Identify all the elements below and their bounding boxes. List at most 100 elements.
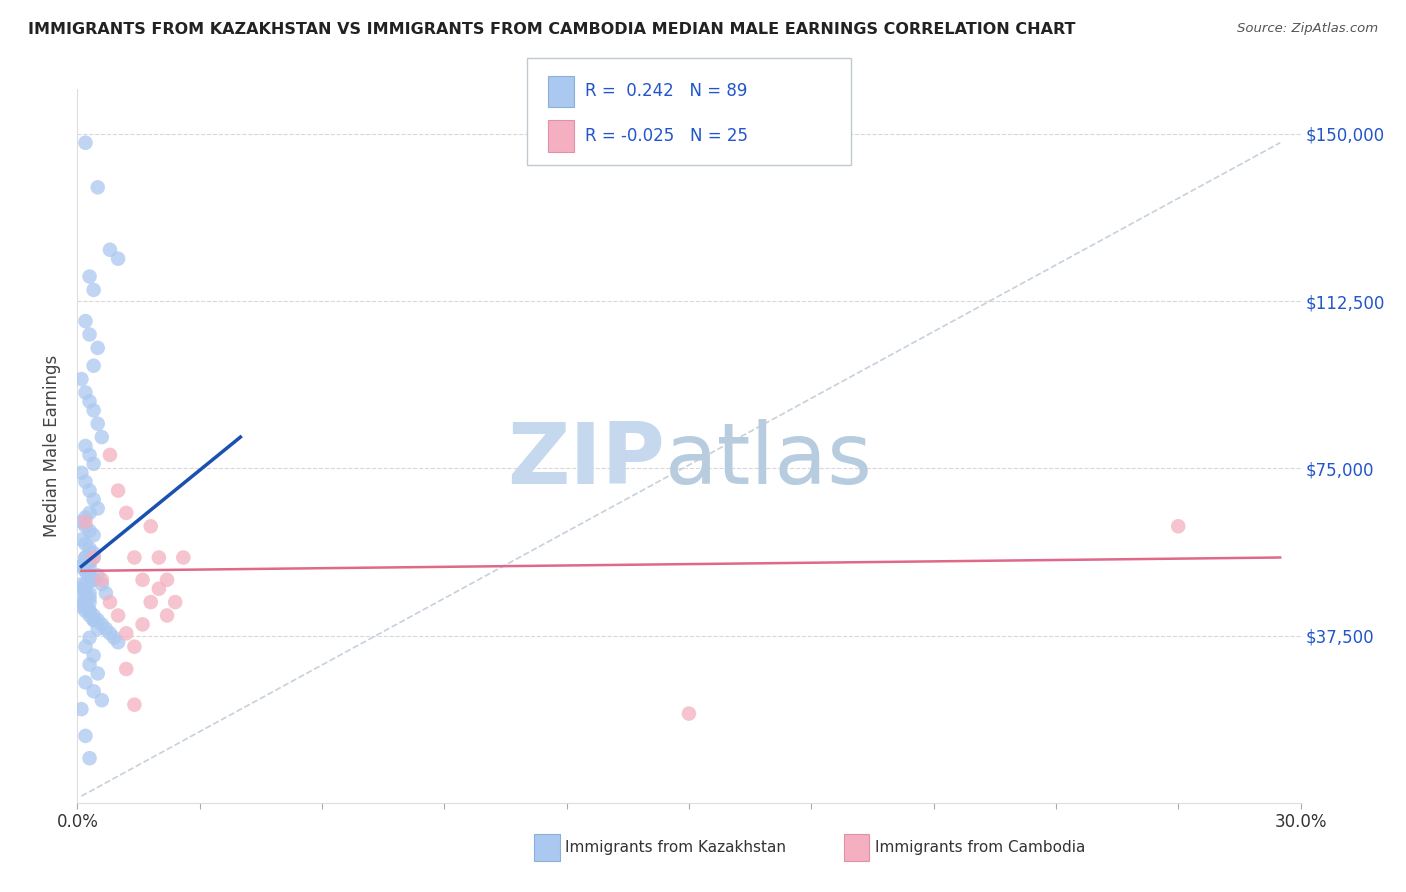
Point xyxy=(90,430,112,444)
Point xyxy=(75,439,97,453)
Point xyxy=(79,555,101,569)
Point xyxy=(70,577,93,591)
Point xyxy=(172,550,194,565)
Point xyxy=(70,533,93,547)
Point xyxy=(87,417,110,431)
Point xyxy=(79,568,101,582)
Point xyxy=(83,613,105,627)
Point xyxy=(70,466,93,480)
Point xyxy=(79,604,101,618)
Point xyxy=(79,586,101,600)
Point xyxy=(75,586,97,600)
Point xyxy=(70,515,93,529)
Y-axis label: Median Male Earnings: Median Male Earnings xyxy=(44,355,62,537)
Point xyxy=(87,341,110,355)
Point xyxy=(79,555,101,569)
Point xyxy=(75,577,97,591)
Point xyxy=(75,515,97,529)
Point xyxy=(94,622,117,636)
Point xyxy=(124,698,146,712)
Point xyxy=(75,599,97,614)
Point xyxy=(79,483,101,498)
Point xyxy=(107,635,129,649)
Point xyxy=(75,136,97,150)
Point xyxy=(107,608,129,623)
Point xyxy=(79,541,101,556)
Point xyxy=(156,608,179,623)
Point xyxy=(75,519,97,533)
Point xyxy=(83,608,105,623)
Point xyxy=(148,550,170,565)
Point xyxy=(87,501,110,516)
Point xyxy=(75,564,97,578)
Point xyxy=(115,662,138,676)
Point xyxy=(75,564,97,578)
Point xyxy=(165,595,187,609)
Point xyxy=(79,559,101,574)
Point xyxy=(87,568,110,582)
Point xyxy=(83,613,105,627)
Point xyxy=(79,506,101,520)
Point xyxy=(79,595,101,609)
Point xyxy=(90,617,112,632)
Point xyxy=(83,546,105,560)
Point xyxy=(75,550,97,565)
Point xyxy=(75,582,97,596)
Point xyxy=(124,640,146,654)
Text: Immigrants from Cambodia: Immigrants from Cambodia xyxy=(875,840,1085,855)
Point xyxy=(75,550,97,565)
Point xyxy=(678,706,700,721)
Point xyxy=(75,510,97,524)
Point xyxy=(83,283,105,297)
Point xyxy=(75,537,97,551)
Point xyxy=(148,582,170,596)
Point xyxy=(107,483,129,498)
Point xyxy=(75,729,97,743)
Point xyxy=(1167,519,1189,533)
Point xyxy=(103,631,125,645)
Point xyxy=(83,403,105,417)
Point xyxy=(94,586,117,600)
Point xyxy=(75,591,97,605)
Text: Source: ZipAtlas.com: Source: ZipAtlas.com xyxy=(1237,22,1378,36)
Point xyxy=(70,595,93,609)
Point xyxy=(98,595,121,609)
Point xyxy=(131,573,153,587)
Point xyxy=(79,269,101,284)
Point xyxy=(90,693,112,707)
Point xyxy=(79,327,101,342)
Point xyxy=(79,524,101,538)
Point xyxy=(83,573,105,587)
Point xyxy=(83,359,105,373)
Text: IMMIGRANTS FROM KAZAKHSTAN VS IMMIGRANTS FROM CAMBODIA MEDIAN MALE EARNINGS CORR: IMMIGRANTS FROM KAZAKHSTAN VS IMMIGRANTS… xyxy=(28,22,1076,37)
Point xyxy=(70,582,93,596)
Point xyxy=(83,550,105,565)
Text: R = -0.025   N = 25: R = -0.025 N = 25 xyxy=(585,127,748,145)
Point xyxy=(87,666,110,681)
Point xyxy=(70,559,93,574)
Point xyxy=(90,577,112,591)
Point xyxy=(131,617,153,632)
Point xyxy=(75,640,97,654)
Point xyxy=(70,599,93,614)
Point xyxy=(79,631,101,645)
Text: atlas: atlas xyxy=(665,418,873,502)
Point xyxy=(75,314,97,328)
Point xyxy=(79,604,101,618)
Point xyxy=(98,243,121,257)
Point xyxy=(70,702,93,716)
Point xyxy=(124,550,146,565)
Point xyxy=(79,448,101,462)
Point xyxy=(83,492,105,507)
Point xyxy=(79,568,101,582)
Point xyxy=(83,648,105,663)
Point xyxy=(75,385,97,400)
Point xyxy=(87,613,110,627)
Point xyxy=(115,626,138,640)
Point xyxy=(83,550,105,565)
Point xyxy=(139,519,162,533)
Point xyxy=(98,626,121,640)
Point xyxy=(83,457,105,471)
Point xyxy=(98,448,121,462)
Point xyxy=(79,751,101,765)
